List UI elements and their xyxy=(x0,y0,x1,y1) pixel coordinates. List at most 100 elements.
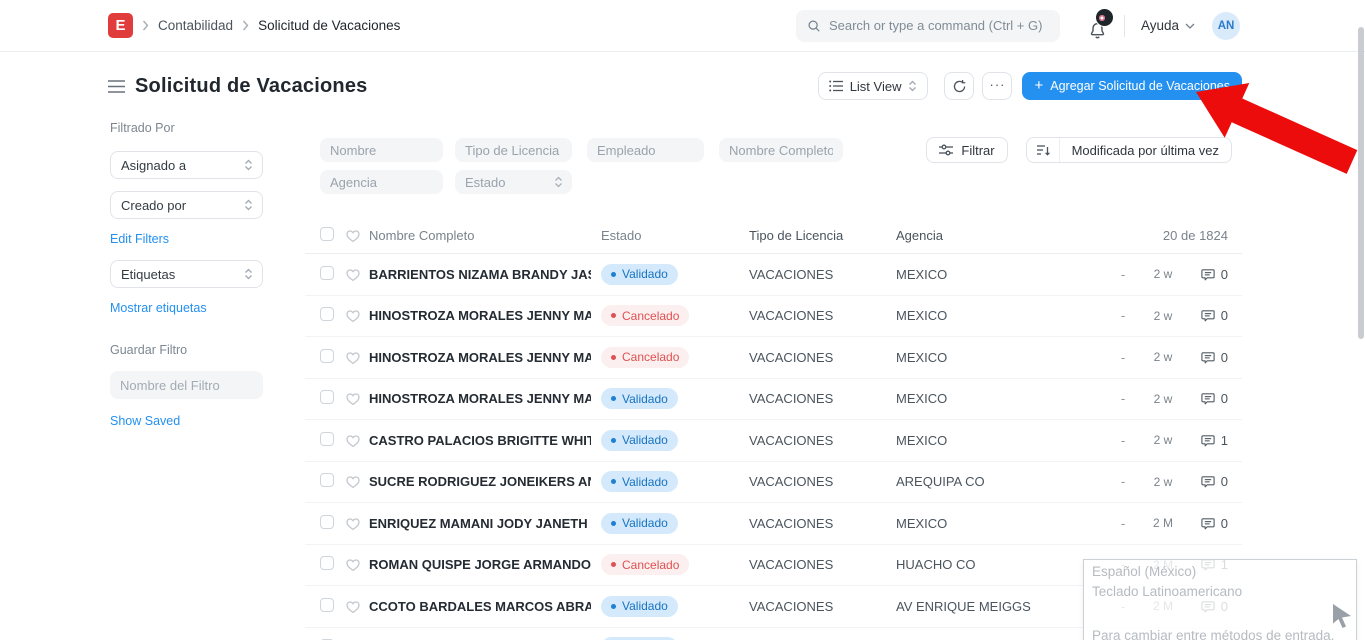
filter-input-tipo-licencia[interactable] xyxy=(455,138,572,162)
notifications-button[interactable] xyxy=(1088,7,1114,41)
heart-icon[interactable] xyxy=(345,433,369,448)
row-checkbox[interactable] xyxy=(320,431,334,446)
global-search[interactable] xyxy=(795,9,1060,42)
assigned-to-select[interactable]: Asignado a xyxy=(110,151,263,179)
table-row[interactable]: BARRIENTOS NIZAMA BRANDY JASID Validado … xyxy=(305,254,1242,296)
row-comments[interactable]: 0 xyxy=(1189,267,1234,282)
ime-gap xyxy=(1092,602,1348,626)
row-name[interactable]: HINOSTROZA MORALES JENNY MARIT xyxy=(369,391,591,407)
sort-field-button[interactable]: Modificada por última vez xyxy=(1071,142,1219,158)
filter-input-agencia[interactable] xyxy=(320,170,443,194)
save-filter-label: Guardar Filtro xyxy=(110,343,188,357)
row-checkbox[interactable] xyxy=(320,556,334,571)
more-actions-button[interactable]: ··· xyxy=(982,72,1013,100)
select-chevron-icon xyxy=(245,159,252,171)
table-row[interactable]: HINOSTROZA MORALES JENNY MARIT Cancelado… xyxy=(305,295,1242,337)
row-assigned: - xyxy=(1120,474,1126,490)
status-badge: Cancelado xyxy=(601,305,690,327)
refresh-button[interactable] xyxy=(944,72,975,100)
user-avatar[interactable]: AN xyxy=(1212,11,1240,40)
status-badge: Validado xyxy=(601,263,678,285)
help-label: Ayuda xyxy=(1140,18,1179,33)
row-comments[interactable]: 0 xyxy=(1189,350,1234,365)
help-menu[interactable]: Ayuda xyxy=(1141,18,1195,33)
sort-direction-button[interactable] xyxy=(1027,138,1060,162)
row-agencia: MEXICO xyxy=(896,432,948,448)
comment-count: 0 xyxy=(1220,474,1228,490)
header-estado[interactable]: Estado xyxy=(601,228,642,243)
status-badge: Validado xyxy=(601,429,678,451)
row-assigned: - xyxy=(1120,432,1126,448)
table-row[interactable]: HINOSTROZA MORALES JENNY MARIT Validado … xyxy=(305,378,1242,420)
filter-input-nombre[interactable] xyxy=(320,138,443,162)
header-tipo-licencia[interactable]: Tipo de Licencia xyxy=(749,228,844,243)
row-agencia: MEXICO xyxy=(896,266,948,282)
filter-input-empleado[interactable] xyxy=(587,138,704,162)
row-checkbox[interactable] xyxy=(320,390,334,405)
row-checkbox[interactable] xyxy=(320,265,334,280)
filter-select-estado[interactable]: Estado xyxy=(455,170,572,194)
created-by-select[interactable]: Creado por xyxy=(110,191,263,219)
row-name[interactable]: CASTRO PALACIOS BRIGITTE WHITNEY xyxy=(369,432,591,448)
sort-control: Modificada por última vez xyxy=(1025,137,1232,163)
table-row[interactable]: HINOSTROZA MORALES JENNY MARIT Cancelado… xyxy=(305,337,1242,379)
menu-icon[interactable] xyxy=(108,79,125,93)
row-checkbox[interactable] xyxy=(320,597,334,612)
row-name[interactable]: BARRIENTOS NIZAMA BRANDY JASID xyxy=(369,266,591,282)
filter-input-nombre-completo[interactable] xyxy=(719,138,843,162)
status-dot-icon xyxy=(611,271,616,277)
row-name[interactable]: ENRIQUEZ MAMANI JODY JANETH xyxy=(369,515,588,531)
heart-icon[interactable] xyxy=(345,228,369,243)
view-switcher-button[interactable]: List View xyxy=(817,72,929,100)
comment-icon xyxy=(1201,518,1215,530)
heart-icon[interactable] xyxy=(345,557,369,572)
table-row[interactable]: CASTRO PALACIOS BRIGITTE WHITNEY Validad… xyxy=(305,420,1242,462)
chevron-down-icon xyxy=(1185,23,1195,29)
row-comments[interactable]: 0 xyxy=(1189,474,1234,489)
edit-filters-link[interactable]: Edit Filters xyxy=(110,232,170,246)
breadcrumb-item[interactable]: Contabilidad xyxy=(158,18,234,33)
search-input[interactable] xyxy=(828,18,1049,33)
heart-icon[interactable] xyxy=(345,308,369,323)
heart-icon[interactable] xyxy=(345,474,369,489)
comment-icon xyxy=(1201,393,1215,405)
row-name[interactable]: CCOTO BARDALES MARCOS ABRAHAM xyxy=(369,598,591,614)
heart-icon[interactable] xyxy=(345,267,369,282)
filter-button[interactable]: Filtrar xyxy=(926,137,1008,163)
filter-button-label: Filtrar xyxy=(961,142,995,158)
show-tags-link[interactable]: Mostrar etiquetas xyxy=(110,301,207,315)
select-all-checkbox[interactable] xyxy=(320,227,334,241)
row-comments[interactable]: 0 xyxy=(1189,308,1234,323)
comment-icon xyxy=(1201,435,1215,447)
row-name[interactable]: ROMAN QUISPE JORGE ARMANDO xyxy=(369,557,591,573)
row-comments[interactable]: 1 xyxy=(1189,433,1234,448)
show-saved-link[interactable]: Show Saved xyxy=(110,414,181,428)
tags-select[interactable]: Etiquetas xyxy=(110,260,263,288)
heart-icon[interactable] xyxy=(345,350,369,365)
heart-icon[interactable] xyxy=(345,391,369,406)
header-agencia[interactable]: Agencia xyxy=(896,228,943,243)
add-solicitud-button[interactable]: + Agregar Solicitud de Vacaciones xyxy=(1022,72,1242,100)
breadcrumb-item-current[interactable]: Solicitud de Vacaciones xyxy=(258,18,401,33)
table-row[interactable]: ENRIQUEZ MAMANI JODY JANETH Validado VAC… xyxy=(305,503,1242,545)
row-checkbox[interactable] xyxy=(320,348,334,363)
heart-icon[interactable] xyxy=(345,516,369,531)
row-tipo: VACACIONES xyxy=(749,474,834,490)
status-dot-icon xyxy=(611,354,616,360)
row-comments[interactable]: 0 xyxy=(1189,391,1234,406)
row-name[interactable]: HINOSTROZA MORALES JENNY MARIT xyxy=(369,308,591,324)
bell-icon xyxy=(1090,22,1105,38)
row-name[interactable]: HINOSTROZA MORALES JENNY MARIT xyxy=(369,349,591,365)
row-checkbox[interactable] xyxy=(320,514,334,529)
table-row[interactable]: SUCRE RODRIGUEZ JONEIKERS ANTON Validado… xyxy=(305,461,1242,503)
row-comments[interactable]: 0 xyxy=(1189,516,1234,531)
scrollbar-thumb[interactable] xyxy=(1358,27,1364,339)
row-name[interactable]: SUCRE RODRIGUEZ JONEIKERS ANTON xyxy=(369,474,591,490)
header-nombre-completo[interactable]: Nombre Completo xyxy=(369,228,475,243)
heart-icon[interactable] xyxy=(345,599,369,614)
list-header-row: Nombre Completo Estado Tipo de Licencia … xyxy=(305,218,1242,254)
row-checkbox[interactable] xyxy=(320,307,334,322)
row-checkbox[interactable] xyxy=(320,473,334,488)
filter-name-input[interactable] xyxy=(110,371,263,399)
app-logo[interactable]: E xyxy=(108,13,133,38)
